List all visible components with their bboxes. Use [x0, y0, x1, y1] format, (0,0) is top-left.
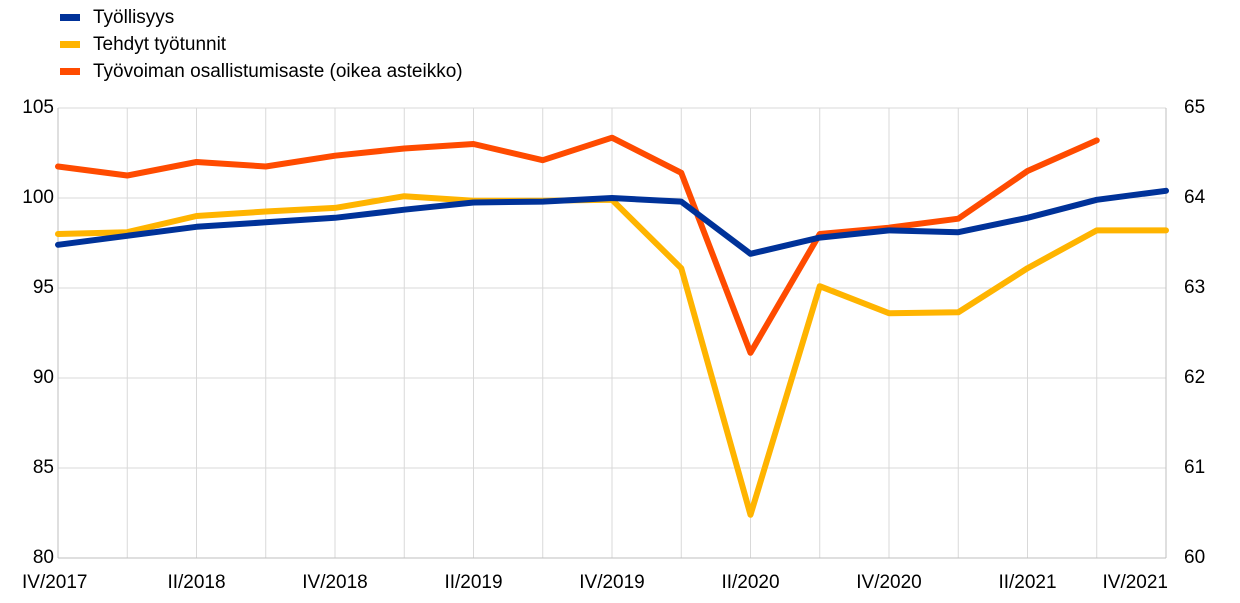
x-tick-label: II/2018 [167, 572, 225, 593]
y-tick-label-right: 64 [1184, 187, 1206, 208]
chart-legend: Työllisyys Tehdyt työtunnit Työvoiman os… [60, 4, 463, 85]
y-tick-label-right: 63 [1184, 277, 1205, 298]
legend-item-employment: Työllisyys [60, 4, 463, 31]
x-tick-label: II/2019 [444, 572, 502, 593]
legend-swatch-employment [60, 14, 80, 21]
y-tick-label-left: 100 [22, 187, 54, 208]
y-tick-label-right: 60 [1184, 547, 1205, 568]
y-tick-label-right: 62 [1184, 367, 1205, 388]
y-tick-label-right: 61 [1184, 457, 1205, 478]
legend-swatch-hours-worked [60, 41, 80, 48]
series-line-2 [55, 134, 1100, 356]
series-line-0 [55, 187, 1169, 257]
x-tick-label: II/2021 [998, 572, 1056, 593]
x-tick-label: IV/2021 [1103, 572, 1169, 593]
x-tick-label: IV/2019 [579, 572, 645, 593]
y-tick-label-left: 90 [33, 367, 54, 388]
y-tick-label-left: 105 [22, 97, 54, 118]
x-tick-label: IV/2018 [302, 572, 368, 593]
x-tick-label: IV/2020 [856, 572, 922, 593]
y-tick-label-right: 65 [1184, 97, 1205, 118]
legend-label-employment: Työllisyys [93, 6, 175, 28]
legend-label-participation-rate: Työvoiman osallistumisaste (oikea asteik… [93, 60, 463, 82]
y-tick-label-left: 80 [33, 547, 54, 568]
legend-item-participation-rate: Työvoiman osallistumisaste (oikea asteik… [60, 58, 463, 85]
legend-swatch-participation-rate [60, 68, 80, 75]
x-tick-label: II/2020 [721, 572, 779, 593]
legend-item-hours-worked: Tehdyt työtunnit [60, 31, 463, 58]
y-tick-label-left: 95 [33, 277, 54, 298]
legend-label-hours-worked: Tehdyt työtunnit [93, 33, 227, 55]
y-tick-label-left: 85 [33, 457, 54, 478]
x-tick-label: IV/2017 [22, 572, 88, 593]
